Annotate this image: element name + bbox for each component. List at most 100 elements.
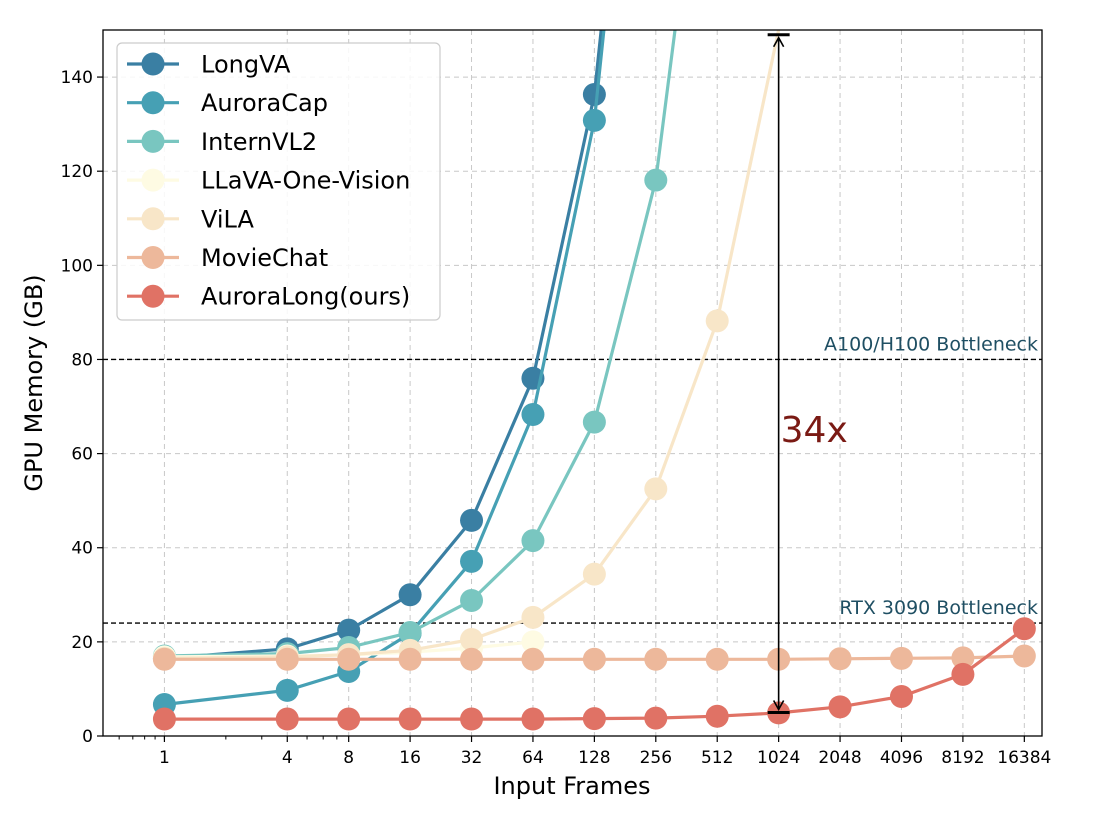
legend-entry: ViLA: [127, 205, 254, 233]
data-point: [460, 628, 484, 652]
data-point: [337, 707, 361, 731]
data-point: [152, 707, 176, 731]
legend-label: ViLA: [201, 205, 254, 233]
data-point: [275, 707, 299, 731]
reference-line-label: RTX 3090 Bottleneck: [839, 597, 1038, 619]
data-point: [644, 168, 668, 192]
data-point: [644, 706, 668, 730]
y-tick-label: 120: [61, 162, 93, 182]
data-point: [582, 562, 606, 586]
x-tick-label: 1: [159, 748, 170, 768]
legend-entry: InternVL2: [127, 128, 317, 156]
legend-swatch-marker: [141, 129, 165, 153]
axes: 0 20 40 60 80 100 120 140 1 4 8 16 32 64 128 256 512 1024…: [61, 68, 1052, 768]
data-point: [1012, 644, 1036, 668]
x-tick-label: 64: [522, 748, 544, 768]
data-point: [889, 646, 913, 670]
legend-swatch-marker: [141, 91, 165, 115]
legend-entry: AuroraCap: [127, 89, 328, 117]
data-point: [521, 630, 545, 654]
legend-swatch-marker: [141, 207, 165, 231]
data-point: [828, 695, 852, 719]
x-tick-label: 2048: [818, 748, 861, 768]
annotation-arrowhead-bottom: [772, 700, 785, 712]
annotation-layer: 34x: [767, 33, 848, 714]
legend-entry: AuroraLong(ours): [127, 283, 410, 311]
data-point: [644, 477, 668, 501]
data-point: [582, 647, 606, 671]
x-axis-title: Input Frames: [493, 772, 650, 800]
legend-box: [116, 42, 441, 321]
legend: LongVA AuroraCap InternVL2 LLaVA-One-Vision…: [116, 42, 441, 321]
data-point: [705, 704, 729, 728]
reference-lines: A100/H100 Bottleneck RTX 3090 Bottleneck: [103, 333, 1042, 624]
legend-swatch-marker: [141, 246, 165, 269]
series-moviechat: [152, 644, 1036, 671]
y-tick-label: 80: [71, 350, 93, 370]
data-point: [521, 605, 545, 629]
legend-swatch-marker: [141, 168, 165, 192]
data-point: [521, 707, 545, 731]
data-point: [644, 647, 668, 671]
data-point: [582, 82, 606, 106]
data-point: [460, 707, 484, 731]
data-point: [582, 108, 606, 132]
y-axis-title: GPU Memory (GB): [20, 274, 48, 491]
y-tick-label: 40: [71, 539, 93, 559]
data-point: [582, 707, 606, 731]
series-layer: [152, 30, 1036, 731]
x-tick-label: 16384: [997, 748, 1051, 768]
y-tick-label: 0: [82, 727, 93, 747]
legend-label: MovieChat: [201, 244, 328, 272]
x-tick-label: 16: [399, 748, 421, 768]
x-tick-label: 32: [461, 748, 483, 768]
legend-swatch-marker: [141, 52, 165, 76]
x-tick-label: 128: [578, 748, 610, 768]
x-tick-label: 4: [282, 748, 293, 768]
data-point: [152, 647, 176, 671]
legend-label: InternVL2: [201, 128, 317, 156]
legend-entry: MovieChat: [127, 244, 328, 272]
legend-entry: LLaVA-One-Vision: [127, 167, 410, 195]
data-point: [460, 549, 484, 573]
data-point: [275, 647, 299, 671]
y-tick-label: 100: [61, 256, 93, 276]
data-point: [828, 647, 852, 671]
data-point: [889, 684, 913, 708]
data-point: [582, 410, 606, 434]
data-point: [951, 662, 975, 686]
x-tick-label: 8192: [941, 748, 984, 768]
x-tick-label: 256: [640, 748, 672, 768]
legend-swatch-marker: [141, 284, 165, 308]
data-point: [1012, 617, 1036, 641]
data-point: [398, 583, 422, 607]
data-point: [398, 620, 422, 644]
data-point: [951, 646, 975, 670]
data-point: [398, 707, 422, 731]
data-point: [275, 678, 299, 702]
data-point: [521, 403, 545, 427]
data-point: [521, 529, 545, 553]
data-point: [460, 588, 484, 612]
annotation-label: 34x: [781, 410, 848, 451]
annotation-arrowhead-top: [772, 36, 785, 48]
legend-label: LongVA: [201, 51, 291, 79]
data-point: [398, 647, 422, 671]
data-point: [460, 647, 484, 671]
data-point: [337, 618, 361, 642]
data-point: [521, 647, 545, 671]
data-point: [705, 647, 729, 671]
series-line: [164, 30, 781, 660]
data-point: [460, 508, 484, 532]
y-tick-label: 20: [71, 633, 93, 653]
y-tick-label: 60: [71, 445, 93, 465]
y-tick-label: 140: [61, 68, 93, 88]
legend-entry: LongVA: [127, 51, 291, 79]
x-tick-label: 512: [701, 748, 733, 768]
legend-label: AuroraLong(ours): [201, 283, 410, 311]
x-tick-label: 4096: [880, 748, 923, 768]
legend-label: LLaVA-One-Vision: [201, 167, 410, 195]
data-point: [337, 647, 361, 671]
